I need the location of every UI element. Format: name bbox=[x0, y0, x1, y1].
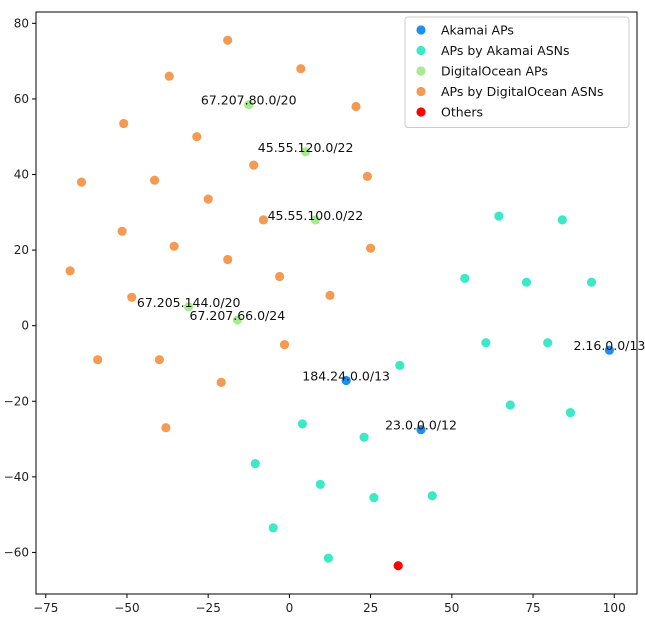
data-point bbox=[393, 561, 403, 571]
data-point bbox=[76, 177, 87, 187]
data-point bbox=[369, 493, 379, 503]
data-point bbox=[366, 243, 376, 253]
data-point bbox=[169, 241, 179, 251]
data-point bbox=[192, 132, 202, 142]
data-point bbox=[297, 419, 307, 429]
x-tick-label: −75 bbox=[33, 601, 58, 615]
data-point bbox=[323, 553, 333, 563]
data-points bbox=[65, 35, 615, 571]
data-point bbox=[296, 64, 306, 74]
data-point bbox=[223, 254, 233, 265]
y-tick-label: −20 bbox=[4, 394, 29, 408]
legend-marker bbox=[416, 66, 426, 76]
data-point bbox=[223, 35, 233, 45]
data-point bbox=[216, 377, 226, 387]
data-point bbox=[117, 226, 127, 236]
x-tick-label: 75 bbox=[525, 601, 540, 615]
legend-marker bbox=[416, 25, 426, 35]
data-point bbox=[301, 147, 311, 157]
data-point bbox=[359, 432, 369, 442]
data-point bbox=[395, 360, 405, 370]
data-point bbox=[481, 338, 491, 348]
data-point bbox=[203, 194, 213, 204]
data-point bbox=[250, 459, 260, 469]
annotation-label: 2.16.0.0/13 bbox=[574, 338, 645, 353]
data-point bbox=[325, 290, 335, 300]
data-point bbox=[150, 175, 160, 185]
data-point bbox=[416, 425, 426, 435]
annotation-label: 45.55.120.0/22 bbox=[258, 140, 354, 155]
data-point bbox=[164, 71, 174, 81]
data-point bbox=[279, 340, 290, 350]
x-tick-label: 100 bbox=[603, 601, 626, 615]
data-point bbox=[127, 292, 137, 302]
x-tick-label: 0 bbox=[286, 601, 294, 615]
data-point bbox=[460, 273, 470, 283]
data-point bbox=[154, 355, 164, 365]
legend: Akamai APs APs by Akamai ASNs DigitalOcean… bbox=[404, 16, 630, 128]
annotation-label: 67.205.144.0/20 bbox=[137, 295, 241, 310]
data-point bbox=[362, 171, 372, 181]
data-point bbox=[341, 375, 351, 386]
data-point bbox=[275, 271, 285, 282]
y-axis: −60 −40 −20 0 20 40 60 80 bbox=[4, 16, 36, 559]
data-point bbox=[505, 400, 515, 410]
data-point bbox=[586, 277, 597, 287]
x-axis: −75 −50 −25 0 25 50 75 100 bbox=[33, 594, 626, 615]
annotation-label: 23.0.0.0/12 bbox=[385, 418, 457, 433]
data-point bbox=[244, 100, 254, 110]
legend-label: APs by Akamai ASNs bbox=[441, 43, 570, 58]
legend-label: Others bbox=[441, 105, 483, 120]
annotation-label: 67.207.80.0/20 bbox=[201, 93, 297, 108]
y-tick-label: 80 bbox=[14, 16, 29, 30]
legend-label: Akamai APs bbox=[441, 23, 514, 38]
x-tick-label: −50 bbox=[114, 601, 139, 615]
data-point bbox=[119, 118, 129, 129]
data-point bbox=[604, 345, 615, 355]
data-point bbox=[258, 215, 268, 225]
data-point bbox=[161, 423, 171, 433]
annotation-label: 45.55.100.0/22 bbox=[268, 208, 364, 223]
x-tick-label: 50 bbox=[444, 601, 459, 615]
data-point bbox=[565, 408, 576, 418]
data-point bbox=[232, 315, 242, 325]
legend-marker bbox=[416, 107, 426, 117]
data-point bbox=[184, 302, 194, 312]
legend-marker bbox=[416, 86, 426, 97]
y-tick-label: 0 bbox=[21, 319, 29, 333]
data-point bbox=[351, 101, 361, 112]
x-tick-label: −25 bbox=[196, 601, 221, 615]
y-tick-label: 60 bbox=[14, 92, 29, 106]
plot-frame bbox=[35, 11, 638, 595]
data-point bbox=[427, 491, 437, 501]
y-tick-label: 20 bbox=[14, 243, 29, 257]
data-point bbox=[557, 215, 567, 225]
y-tick-label: −60 bbox=[4, 545, 29, 559]
y-tick-label: 40 bbox=[14, 168, 29, 182]
data-point bbox=[65, 266, 75, 276]
legend-marker bbox=[416, 45, 426, 56]
annotation-label: 67.207.66.0/24 bbox=[190, 308, 286, 323]
y-tick-label: −40 bbox=[4, 470, 29, 484]
data-point bbox=[310, 215, 320, 225]
data-point bbox=[521, 277, 532, 287]
data-point bbox=[249, 160, 259, 170]
legend-label: APs by DigitalOcean ASNs bbox=[441, 84, 604, 99]
data-point bbox=[494, 211, 504, 221]
legend-box bbox=[404, 16, 630, 128]
annotation-label: 184.24.0.0/13 bbox=[302, 369, 390, 384]
data-point bbox=[93, 355, 103, 365]
x-tick-label: 25 bbox=[363, 601, 378, 615]
legend-label: DigitalOcean APs bbox=[441, 64, 548, 79]
data-point bbox=[543, 338, 553, 348]
data-point bbox=[315, 479, 325, 489]
annotation-labels: 67.207.80.0/20 45.55.120.0/22 45.55.100.0/… bbox=[137, 93, 645, 433]
data-point bbox=[268, 523, 278, 533]
